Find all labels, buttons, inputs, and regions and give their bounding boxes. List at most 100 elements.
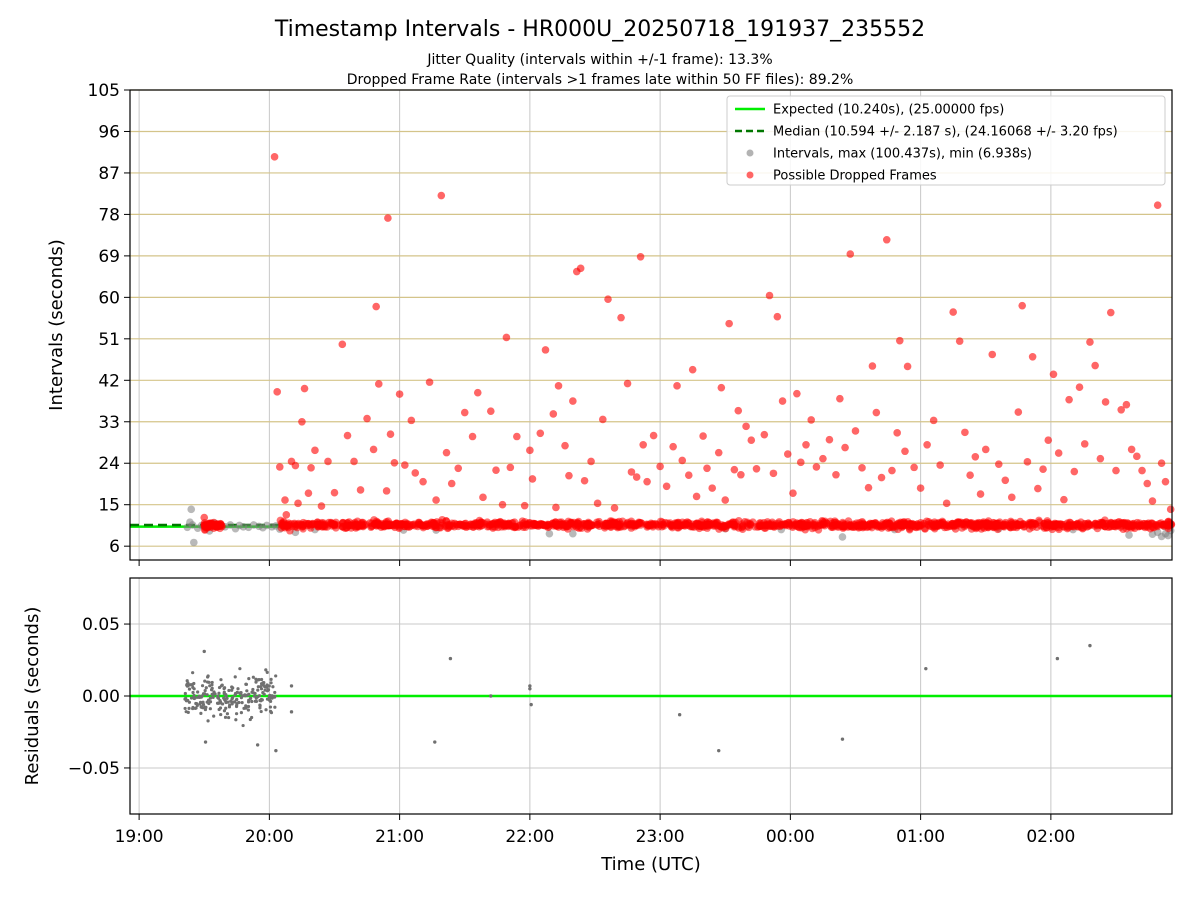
residual-point (208, 707, 212, 711)
residual-point (216, 694, 220, 698)
residual-point (183, 691, 187, 696)
residual-point (232, 700, 237, 704)
residual-point (265, 683, 269, 687)
dropped-frame-point (311, 446, 319, 455)
residual-point (227, 715, 231, 720)
residual-point (230, 685, 234, 689)
x-tick-label: 22:00 (505, 827, 554, 847)
residual-point (256, 688, 260, 692)
dropped-frame-point (752, 464, 761, 473)
dropped-frame-point (976, 490, 985, 498)
x-tick-label: 01:00 (896, 827, 945, 847)
residual-point (489, 694, 493, 698)
figure-subtitle-jitter: Jitter Quality (intervals within +/-1 fr… (426, 52, 772, 68)
dropped-frame-point (639, 441, 647, 449)
dropped-frame-point (877, 473, 886, 482)
x-tick-label: 02:00 (1026, 827, 1075, 847)
dropped-frame-point (508, 522, 517, 530)
dropped-frame-point (216, 521, 224, 530)
dropped-frame-point (882, 235, 891, 244)
residual-point (255, 695, 260, 699)
residual-point (264, 708, 268, 712)
residual-point (219, 678, 223, 682)
residuals-y-tick-label: 0.00 (82, 687, 120, 707)
residual-point (222, 690, 226, 694)
dropped-frame-point (565, 471, 573, 480)
residual-point (233, 691, 238, 696)
dropped-frame-point (330, 521, 339, 529)
dropped-frame-point (557, 521, 565, 530)
dropped-frame-point (1153, 201, 1162, 209)
residual-point (256, 685, 260, 689)
dropped-frame-point (872, 408, 881, 417)
dropped-frame-point (1086, 338, 1094, 346)
dropped-frame-point (721, 496, 730, 504)
residual-point (222, 687, 226, 691)
dropped-frame-point (755, 522, 763, 531)
residual-point (265, 670, 269, 674)
dropped-frame-point (1042, 520, 1050, 529)
dropped-frame-point (1111, 519, 1120, 527)
dropped-frame-point (776, 522, 785, 531)
dropped-frame-point (1023, 458, 1032, 466)
dropped-frame-point (1091, 361, 1099, 370)
residual-point (230, 697, 234, 701)
residual-point (269, 677, 273, 681)
interval-point (190, 538, 198, 547)
residual-point (217, 707, 221, 712)
dropped-frame-point (1060, 495, 1068, 504)
dropped-frame-point (304, 489, 313, 497)
residual-point (248, 717, 252, 722)
dropped-frame-point (554, 382, 563, 390)
dropped-frame-point (769, 469, 778, 478)
residual-point (212, 690, 216, 694)
residual-point (269, 696, 274, 700)
dropped-frame-point (1161, 477, 1170, 486)
dropped-frame-point (812, 463, 821, 471)
dropped-frame-point (773, 312, 782, 321)
dropped-frame-point (717, 383, 726, 392)
residual-point (200, 694, 204, 698)
dropped-frame-point (666, 519, 674, 527)
residual-point (225, 712, 229, 716)
dropped-frame-point (851, 427, 860, 435)
dropped-frame-point (523, 520, 532, 528)
residual-point (263, 688, 267, 692)
intervals-y-tick-label: 15 (98, 496, 120, 516)
residual-point (529, 702, 533, 707)
legend-label: Intervals, max (100.437s), min (6.938s) (773, 147, 1032, 162)
dropped-frame-point (793, 389, 801, 398)
dropped-frame-point (506, 463, 515, 472)
dropped-frame-point (1063, 519, 1072, 527)
legend-label: Possible Dropped Frames (773, 169, 937, 184)
dropped-frame-point (431, 521, 440, 529)
dropped-frame-point (1083, 523, 1091, 531)
residual-point (247, 692, 251, 696)
residual-point (189, 696, 194, 700)
dropped-frame-point (910, 463, 918, 472)
x-tick-label: 20:00 (245, 827, 294, 847)
dropped-frame-point (734, 406, 743, 415)
dropped-frame-point (1018, 301, 1027, 310)
residual-point (202, 649, 206, 654)
residual-point (251, 675, 255, 679)
dropped-frame-point (382, 487, 391, 495)
residual-point (528, 687, 532, 691)
intervals-frame (129, 89, 1173, 561)
legend-swatch-marker (746, 171, 754, 179)
residual-point (203, 692, 207, 696)
dropped-frame-point (447, 479, 456, 488)
dropped-frame-point (534, 520, 542, 529)
dropped-frame-point (649, 431, 658, 440)
residual-point (268, 705, 273, 709)
dropped-frame-point (1054, 449, 1063, 457)
dropped-frame-point (300, 384, 309, 393)
dropped-frame-point (307, 464, 315, 472)
dropped-frame-point (526, 446, 534, 455)
residual-point (269, 681, 273, 685)
residual-point (250, 699, 254, 704)
residual-point (924, 666, 928, 671)
residual-point (244, 693, 248, 697)
residual-point (193, 706, 197, 711)
residual-point (200, 684, 205, 688)
